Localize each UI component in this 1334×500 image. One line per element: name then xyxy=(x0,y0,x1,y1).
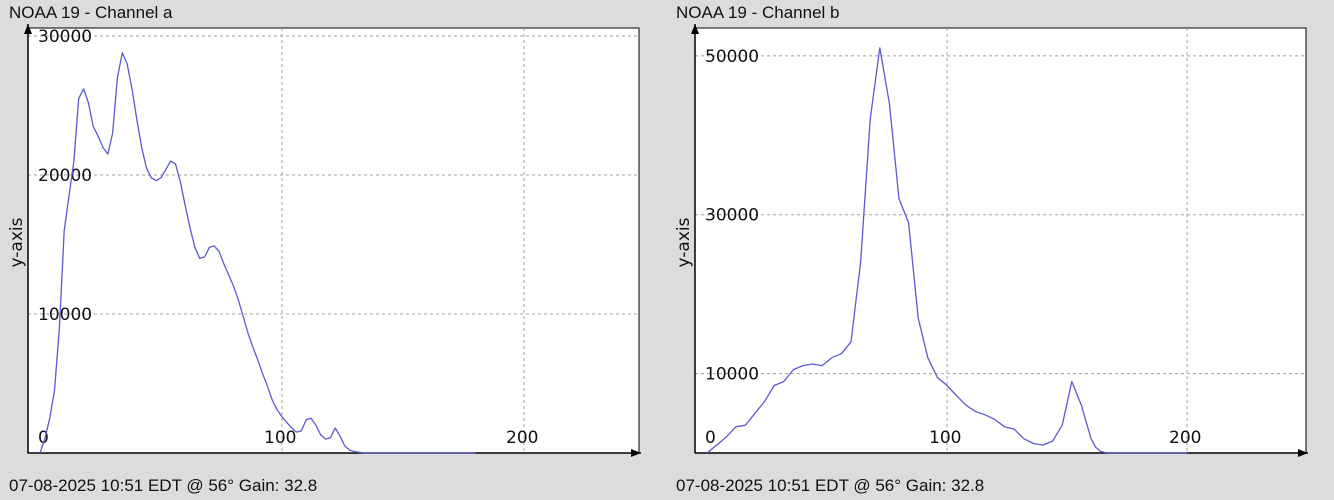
x-tick-label: 200 xyxy=(506,428,538,448)
series-line xyxy=(39,52,476,454)
y-axis-label: y-axis xyxy=(7,217,27,267)
chart-title: NOAA 19 - Channel b xyxy=(676,3,840,22)
chart-title: NOAA 19 - Channel a xyxy=(9,3,173,22)
x-axis-arrow xyxy=(1298,449,1308,457)
x-tick-label: 0 xyxy=(38,428,49,448)
x-tick-label: 0 xyxy=(705,428,716,448)
x-tick-label: 100 xyxy=(264,428,296,448)
series-line xyxy=(706,47,1187,454)
chart-panel-b: NOAA 19 - Channel b 0 100 200 10000 30000 500… xyxy=(667,0,1334,500)
chart-footer: 07-08-2025 10:51 EDT @ 56° Gain: 32.8 xyxy=(9,476,318,495)
plot-area xyxy=(694,27,1307,454)
chart-panel-a: NOAA 19 - Channel a 0 100 200 10000 20000 300… xyxy=(7,3,641,495)
y-tick-label: 30000 xyxy=(705,206,759,226)
y-tick-label: 50000 xyxy=(705,47,759,67)
y-tick-label: 10000 xyxy=(705,365,759,385)
y-axis-arrow xyxy=(691,24,699,34)
chart-b-svg: 0 100 200 10000 30000 50000 y-axis xyxy=(674,24,1308,457)
plot-area xyxy=(27,27,640,454)
chart-a-svg: 0 100 200 10000 20000 30000 y-axis xyxy=(7,24,641,457)
y-tick-label: 10000 xyxy=(38,305,92,325)
y-tick-label: 30000 xyxy=(38,27,92,47)
y-axis-label: y-axis xyxy=(674,217,694,267)
chart-footer: 07-08-2025 10:51 EDT @ 56° Gain: 32.8 xyxy=(676,476,985,495)
y-tick-label: 20000 xyxy=(38,166,92,186)
x-tick-label: 200 xyxy=(1169,428,1201,448)
y-axis-arrow xyxy=(24,24,32,34)
x-tick-label: 100 xyxy=(929,428,961,448)
x-axis-arrow xyxy=(631,449,641,457)
